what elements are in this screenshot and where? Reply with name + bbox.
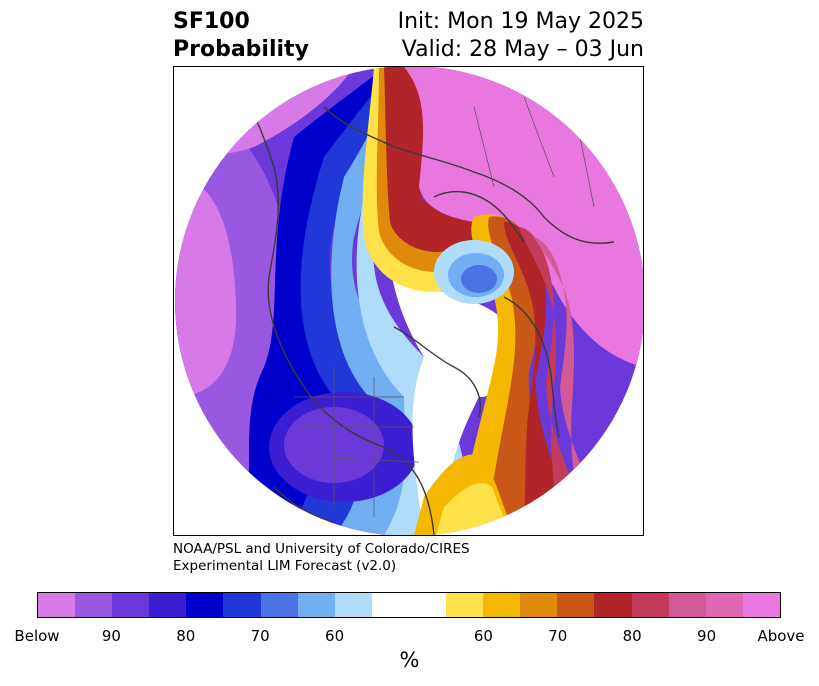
colorbar-unit: % <box>399 648 420 672</box>
tick-label: 60 <box>325 627 345 645</box>
tick-label: 70 <box>548 627 568 645</box>
title-left: SF100 Probability <box>173 8 309 64</box>
colorbar-segment <box>149 593 187 617</box>
colorbar-segment <box>260 593 298 617</box>
colorbar-segment <box>334 593 372 617</box>
credit-line-2: Experimental LIM Forecast (v2.0) <box>173 558 397 574</box>
tick-label: 90 <box>697 627 717 645</box>
credit-line-1: NOAA/PSL and University of Colorado/CIRE… <box>173 541 470 557</box>
colorbar-segment <box>371 593 447 617</box>
colorbar-segment <box>483 593 521 617</box>
title-variable: SF100 <box>173 9 250 34</box>
tick-label: 80 <box>176 627 196 645</box>
title-type: Probability <box>173 37 309 62</box>
tick-label: 60 <box>473 627 493 645</box>
init-date: Init: Mon 19 May 2025 <box>397 9 644 34</box>
map-panel <box>173 66 644 536</box>
colorbar-segment <box>446 593 484 617</box>
colorbar-segment <box>186 593 224 617</box>
credit: NOAA/PSL and University of Colorado/CIRE… <box>173 541 470 575</box>
colorbar-segment <box>705 593 743 617</box>
colorbar-segment <box>631 593 669 617</box>
colorbar-segment <box>297 593 335 617</box>
colorbar-segment <box>75 593 113 617</box>
tick-label: 90 <box>101 627 121 645</box>
valid-range: Valid: 28 May – 03 Jun <box>401 37 644 62</box>
forecast-map <box>175 67 643 535</box>
colorbar <box>37 592 781 618</box>
tick-label-above: Above <box>757 627 805 645</box>
colorbar-segment <box>520 593 558 617</box>
colorbar-segment <box>668 593 706 617</box>
tick-label: 80 <box>622 627 642 645</box>
tick-label-below: Below <box>14 627 60 645</box>
colorbar-segment <box>112 593 150 617</box>
tick-label: 70 <box>250 627 270 645</box>
colorbar-segment <box>38 593 76 617</box>
colorbar-segment <box>742 593 780 617</box>
colorbar-ticks: Below 90 80 70 60 60 70 80 90 Above <box>14 627 804 647</box>
title-right: Init: Mon 19 May 2025 Valid: 28 May – 03… <box>398 8 644 64</box>
colorbar-segment <box>557 593 595 617</box>
colorbar-segment <box>223 593 261 617</box>
colorbar-segment <box>594 593 632 617</box>
